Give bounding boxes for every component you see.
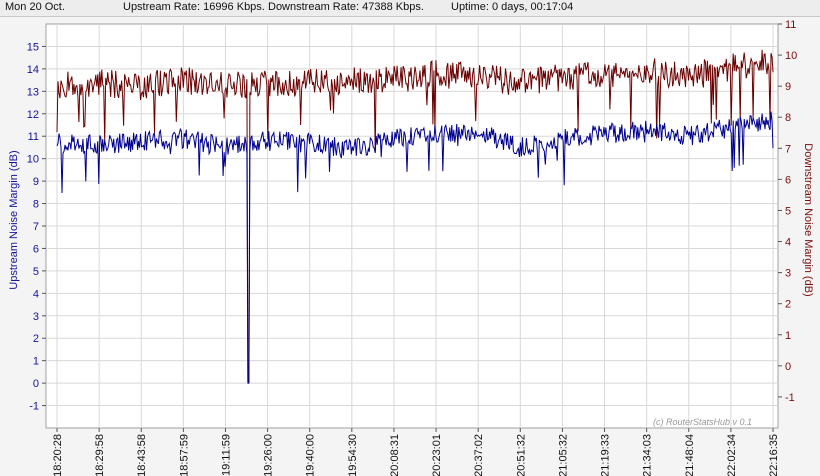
y-left-tick-label: 7 (33, 221, 39, 233)
y-left-tick-label: 13 (27, 86, 39, 98)
grid-lines (46, 24, 778, 428)
axis-ticks: -10123456789101112131415-101234567891011… (27, 19, 798, 476)
x-tick-label: 18:29:58 (94, 434, 106, 476)
x-tick-label: 20:37:02 (473, 434, 485, 476)
x-tick-label: 18:57:59 (178, 434, 190, 476)
y-left-tick-label: 11 (28, 131, 39, 143)
y-axis-right-title: Downstream Noise Margin (dB) (802, 143, 814, 296)
series-lines (56, 49, 774, 384)
downstream-noise-line (56, 49, 774, 382)
y-right-tick-label: 3 (785, 268, 791, 280)
y-left-tick-label: 10 (27, 154, 39, 166)
y-left-tick-label: -1 (29, 401, 39, 413)
y-right-tick-label: 7 (785, 143, 791, 155)
status-upstream-rate: Upstream Rate: 16996 Kbps. (123, 1, 265, 13)
y-right-tick-label: 4 (785, 237, 791, 249)
y-left-tick-label: 5 (33, 266, 39, 278)
x-tick-label: 21:19:33 (600, 434, 612, 476)
x-tick-label: 19:40:00 (305, 434, 317, 476)
upstream-noise-line (56, 111, 774, 384)
y-left-tick-label: 12 (27, 109, 39, 121)
status-uptime: Uptime: 0 days, 00:17:04 (451, 1, 574, 13)
y-left-tick-label: 4 (33, 288, 39, 300)
y-left-tick-label: 1 (33, 356, 39, 368)
y-right-tick-label: 11 (785, 19, 796, 31)
x-tick-label: 21:34:03 (642, 434, 654, 476)
x-tick-label: 18:43:58 (136, 434, 148, 476)
y-right-tick-label: 8 (785, 112, 791, 124)
y-right-tick-label: 6 (785, 174, 791, 186)
y-left-tick-label: 8 (33, 199, 39, 211)
noise-margin-chart: -1 0 1 2 3 4 5 6 7 8 9 10 11 12 13 14 15 -1 0 1 2 3 4 5 6 7 8 9 10 11… (0, 17, 820, 476)
x-tick-label: 19:54:30 (347, 434, 359, 476)
y-left-tick-label: 6 (33, 243, 39, 255)
watermark: (c) RouterStatsHub v 0.1 (653, 417, 752, 427)
y-axis-left-title: Upstream Noise Margin (dB) (8, 150, 20, 289)
x-tick-label: 19:26:00 (263, 434, 275, 476)
status-bar: Mon 20 Oct. Upstream Rate: 16996 Kbps. D… (0, 0, 820, 17)
y-left-tick-label: 0 (33, 378, 39, 390)
x-tick-label: 20:51:32 (515, 434, 527, 476)
x-tick-label: 20:08:31 (389, 434, 401, 476)
y-left-tick-label: 2 (33, 333, 39, 345)
x-tick-label: 21:05:32 (557, 434, 569, 476)
y-right-tick-label: 2 (785, 299, 791, 311)
y-left-tick-label: 3 (33, 311, 39, 323)
status-date: Mon 20 Oct. (5, 1, 65, 13)
y-left-tick-label: 9 (33, 176, 39, 188)
x-tick-label: 21:48:04 (684, 434, 696, 476)
y-left-tick-label: 15 (27, 41, 39, 53)
y-right-tick-label: 9 (785, 81, 791, 93)
y-right-tick-label: 1 (785, 330, 791, 342)
chart-svg: -10123456789101112131415-101234567891011… (8, 19, 814, 476)
y-right-tick-label: 10 (785, 50, 797, 62)
y-right-tick-label: -1 (785, 392, 795, 404)
y-left-tick-label: 14 (27, 64, 39, 76)
x-tick-label: 20:23:01 (431, 434, 443, 476)
x-tick-label: 22:02:34 (726, 434, 738, 476)
x-tick-label: 22:16:35 (768, 434, 780, 476)
status-downstream-rate: Downstream Rate: 47388 Kbps. (268, 1, 424, 13)
y-right-tick-label: 5 (785, 205, 791, 217)
y-right-tick-label: 0 (785, 361, 791, 373)
x-tick-label: 18:20:28 (52, 434, 64, 476)
x-tick-label: 19:11:59 (220, 434, 232, 476)
